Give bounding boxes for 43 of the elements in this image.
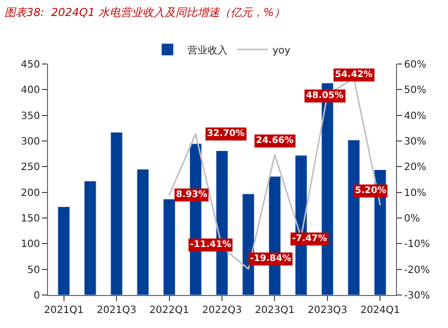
x-tick-label: 2023Q3 [308,305,348,316]
y-tick-label: 350 [20,110,40,122]
y2-tick-label: 10% [404,188,426,199]
data-label: -11.41% [190,240,232,250]
x-tick-label: 2024Q1 [360,305,400,316]
x-tick-label: 2023Q1 [254,305,295,316]
x-tick-label: 2022Q1 [149,305,190,316]
y-tick-label: 150 [20,214,40,224]
data-label: -19.84% [250,254,292,264]
data-label: 5.20% [355,186,386,196]
y2-tick-label: 60% [404,60,426,70]
y2-tick-label: -10% [404,239,430,250]
y2-tick-label: -30% [404,290,430,302]
y2-tick-label: 50% [404,85,426,96]
bar [110,132,123,295]
y-tick-label: 50 [27,264,40,276]
bar [58,206,70,295]
x-tick-label: 2022Q3 [202,305,242,316]
y-tick-label: 300 [20,136,40,148]
data-label: 24.66% [256,136,294,146]
data-label: 8.93% [176,190,208,200]
data-label: 32.70% [207,129,244,139]
bar [84,180,96,295]
y-tick-label: 100 [20,239,40,250]
y2-tick-label: -20% [404,264,430,276]
data-label: 54.42% [335,70,372,80]
y-tick-label: 450 [20,60,40,70]
x-tick-label: 2021Q3 [96,305,136,316]
y-tick-label: 200 [20,188,40,199]
x-tick-label: 2021Q1 [44,305,84,316]
chart-title: 图表38: 2024Q1 水电营业收入及同比增速（亿元，%） [4,6,285,19]
y-tick-label: 250 [20,162,40,174]
y2-tick-label: 20% [404,162,426,174]
y2-tick-label: 40% [404,110,426,122]
y2-tick-label: 0% [404,214,420,224]
y2-tick-label: 30% [404,136,426,148]
legend-label: 营业收入 [188,44,228,56]
data-label: -7.47% [292,234,327,244]
legend-label: yoy [272,45,291,56]
bar [136,168,150,295]
y-tick-label: 0 [34,290,40,302]
y-tick-label: 400 [20,85,40,96]
bar [163,198,176,295]
